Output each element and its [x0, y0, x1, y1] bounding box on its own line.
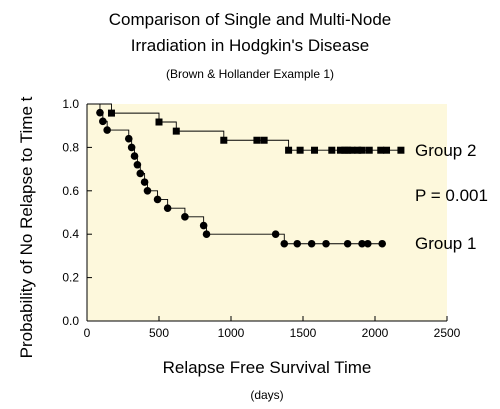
data-point-square — [220, 136, 228, 144]
data-point-square — [336, 146, 344, 154]
y-tick-label: 0.6 — [62, 184, 79, 198]
data-point-circle — [163, 204, 172, 212]
annotation-label: P = 0.001 — [415, 186, 488, 205]
data-point-square — [311, 146, 319, 154]
x-tick-label: 0 — [84, 326, 91, 340]
annotation-label: Group 1 — [415, 234, 476, 253]
data-point-square — [296, 146, 304, 154]
data-point-circle — [181, 213, 189, 221]
data-point-square — [260, 136, 268, 144]
data-point-circle — [140, 178, 149, 186]
y-tick-label: 0.8 — [62, 140, 79, 154]
data-point-square — [348, 146, 356, 154]
series-group-1 — [87, 103, 387, 248]
chart-subtitle: (Brown & Hollander Example 1) — [165, 67, 335, 81]
data-point-circle — [364, 239, 372, 248]
data-point-square — [253, 136, 261, 144]
x-axis-label: Relapse Free Survival Time — [163, 358, 372, 377]
plot-area — [87, 104, 447, 321]
data-point-circle — [307, 239, 316, 248]
y-tick-label: 0.2 — [62, 271, 79, 285]
data-point-circle — [199, 221, 208, 230]
data-point-square — [397, 146, 405, 154]
data-point-circle — [103, 126, 111, 134]
data-point-square — [155, 118, 163, 126]
x-tick-label: 500 — [149, 326, 169, 340]
data-point-circle — [202, 230, 211, 238]
chart-title-line-2: Irradiation in Hodgkin's Disease — [130, 36, 370, 55]
y-tick-label: 0.4 — [62, 227, 79, 241]
data-point-circle — [124, 134, 133, 143]
series-group-2 — [87, 103, 405, 154]
y-tick-label: 0.0 — [62, 314, 79, 328]
data-point-square — [107, 109, 115, 117]
data-point-square — [328, 146, 336, 154]
data-point-circle — [343, 239, 352, 248]
data-point-square — [344, 146, 352, 154]
x-tick-label: 2000 — [362, 326, 389, 340]
y-axis-label: Probability of No Relapse to Time t — [17, 96, 36, 358]
x-axis-unit: (days) — [250, 388, 283, 402]
data-point-square — [377, 146, 385, 154]
data-point-square — [285, 146, 293, 154]
annotation-label: Group 2 — [415, 141, 476, 160]
data-point-circle — [96, 108, 104, 117]
data-point-square — [358, 146, 366, 154]
data-point-circle — [271, 230, 280, 238]
chart-title: Comparison of Single and Multi-Node — [108, 10, 392, 29]
data-point-square — [383, 146, 391, 154]
data-point-circle — [99, 117, 107, 126]
data-point-circle — [280, 239, 289, 248]
data-point-circle — [143, 187, 152, 195]
data-point-circle — [293, 239, 302, 248]
data-point-circle — [130, 152, 139, 160]
data-point-circle — [358, 239, 366, 248]
data-point-circle — [136, 169, 145, 178]
data-point-circle — [127, 143, 136, 152]
data-point-square — [365, 146, 373, 154]
data-point-circle — [378, 239, 387, 248]
data-point-square — [172, 127, 180, 135]
data-point-circle — [133, 160, 142, 169]
x-tick-label: 2500 — [434, 326, 461, 340]
y-tick-label: 1.0 — [62, 97, 79, 111]
x-tick-label: 1500 — [290, 326, 317, 340]
data-point-circle — [153, 195, 162, 204]
data-point-circle — [322, 239, 330, 248]
x-tick-label: 1000 — [218, 326, 245, 340]
data-point-square — [354, 146, 362, 154]
